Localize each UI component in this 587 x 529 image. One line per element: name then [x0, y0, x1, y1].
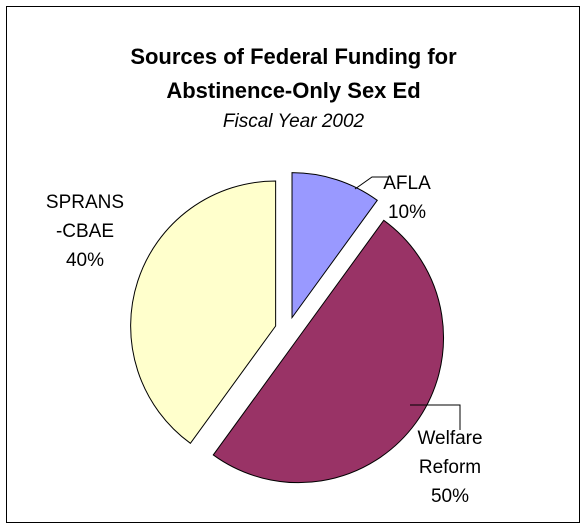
chart-title-line-1: Sources of Federal Funding for [130, 44, 457, 69]
slice-label-welfare-reform-line-2: Reform [418, 457, 482, 478]
chart-subtitle: Fiscal Year 2002 [222, 111, 365, 132]
slice-label-afla-line-1: AFLA [383, 173, 431, 194]
leader-line-afla [354, 176, 388, 190]
slice-label-welfare-reform: Welfare Reform 50% [400, 424, 500, 511]
slice-label-welfare-reform-line-3: 50% [430, 486, 470, 507]
slice-label-sprans-cbae-line-3: 40% [65, 250, 105, 271]
pie-slice-welfare-reform [212, 219, 445, 484]
pie-slice-afla [291, 172, 378, 320]
slice-label-afla-line-2: 10% [387, 202, 427, 223]
slice-label-afla: AFLA 10% [367, 169, 447, 227]
slice-label-sprans-cbae-line-2: -CBAE [55, 221, 115, 242]
leader-line-welfare-reform [410, 404, 461, 430]
pie-slice-sprans-cbae [130, 180, 277, 444]
slice-label-sprans-cbae: SPRANS -CBAE 40% [30, 188, 140, 275]
chart-title-line-2: Abstinence-Only Sex Ed [166, 78, 421, 103]
slice-label-welfare-reform-line-1: Welfare [417, 428, 483, 449]
slice-label-sprans-cbae-line-1: SPRANS [45, 192, 125, 213]
